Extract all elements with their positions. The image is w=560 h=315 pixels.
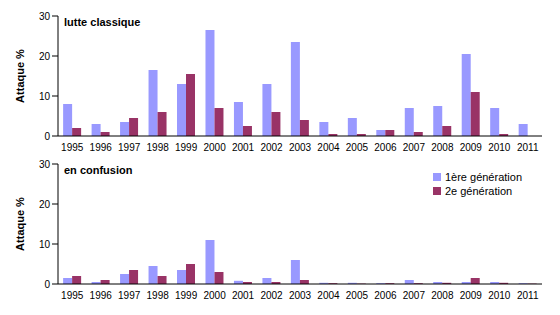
- svg-text:2008: 2008: [431, 142, 454, 153]
- svg-text:2003: 2003: [289, 142, 312, 153]
- svg-text:1997: 1997: [118, 290, 141, 301]
- svg-text:30: 30: [39, 11, 51, 22]
- svg-text:20: 20: [39, 51, 51, 62]
- svg-text:2003: 2003: [289, 290, 312, 301]
- svg-text:2000: 2000: [203, 142, 226, 153]
- svg-text:1997: 1997: [118, 142, 141, 153]
- svg-text:2004: 2004: [317, 290, 340, 301]
- html-text:2e génération: 2e génération: [444, 185, 513, 197]
- svg-text:2008: 2008: [431, 290, 454, 301]
- svg-text:2010: 2010: [488, 290, 511, 301]
- svg-text:20: 20: [39, 199, 51, 210]
- svg-text:2005: 2005: [346, 290, 369, 301]
- svg-text:2009: 2009: [460, 290, 483, 301]
- svg-text:1996: 1996: [90, 142, 113, 153]
- html-text:1ère génération: 1ère génération: [444, 171, 522, 183]
- svg-text:2001: 2001: [232, 290, 255, 301]
- svg-text:2010: 2010: [488, 142, 511, 153]
- svg-text:2007: 2007: [403, 290, 426, 301]
- svg-text:2006: 2006: [374, 142, 397, 153]
- svg-text:2002: 2002: [260, 290, 283, 301]
- svg-text:2011: 2011: [517, 290, 539, 301]
- svg-text:1998: 1998: [147, 290, 170, 301]
- html-text:lutte classique: lutte classique: [64, 16, 141, 28]
- svg-text:2002: 2002: [260, 142, 283, 153]
- svg-text:2006: 2006: [374, 290, 397, 301]
- svg-text:2005: 2005: [346, 142, 369, 153]
- svg-text:2007: 2007: [403, 142, 426, 153]
- svg-text:30: 30: [39, 159, 51, 170]
- html-text:en confusion: en confusion: [64, 164, 133, 176]
- svg-text:Attaque %: Attaque %: [14, 197, 26, 251]
- svg-text:1996: 1996: [90, 290, 113, 301]
- svg-text:2011: 2011: [517, 142, 539, 153]
- svg-text:10: 10: [39, 239, 51, 250]
- svg-text:0: 0: [44, 131, 50, 142]
- svg-text:1999: 1999: [175, 290, 198, 301]
- svg-text:1995: 1995: [61, 290, 84, 301]
- svg-text:2001: 2001: [232, 142, 255, 153]
- svg-text:Attaque %: Attaque %: [14, 49, 26, 103]
- svg-text:2000: 2000: [203, 290, 226, 301]
- svg-text:0: 0: [44, 279, 50, 290]
- svg-text:2004: 2004: [317, 142, 340, 153]
- svg-text:1995: 1995: [61, 142, 84, 153]
- svg-text:10: 10: [39, 91, 51, 102]
- svg-text:1998: 1998: [147, 142, 170, 153]
- svg-text:1999: 1999: [175, 142, 198, 153]
- svg-text:2009: 2009: [460, 142, 483, 153]
